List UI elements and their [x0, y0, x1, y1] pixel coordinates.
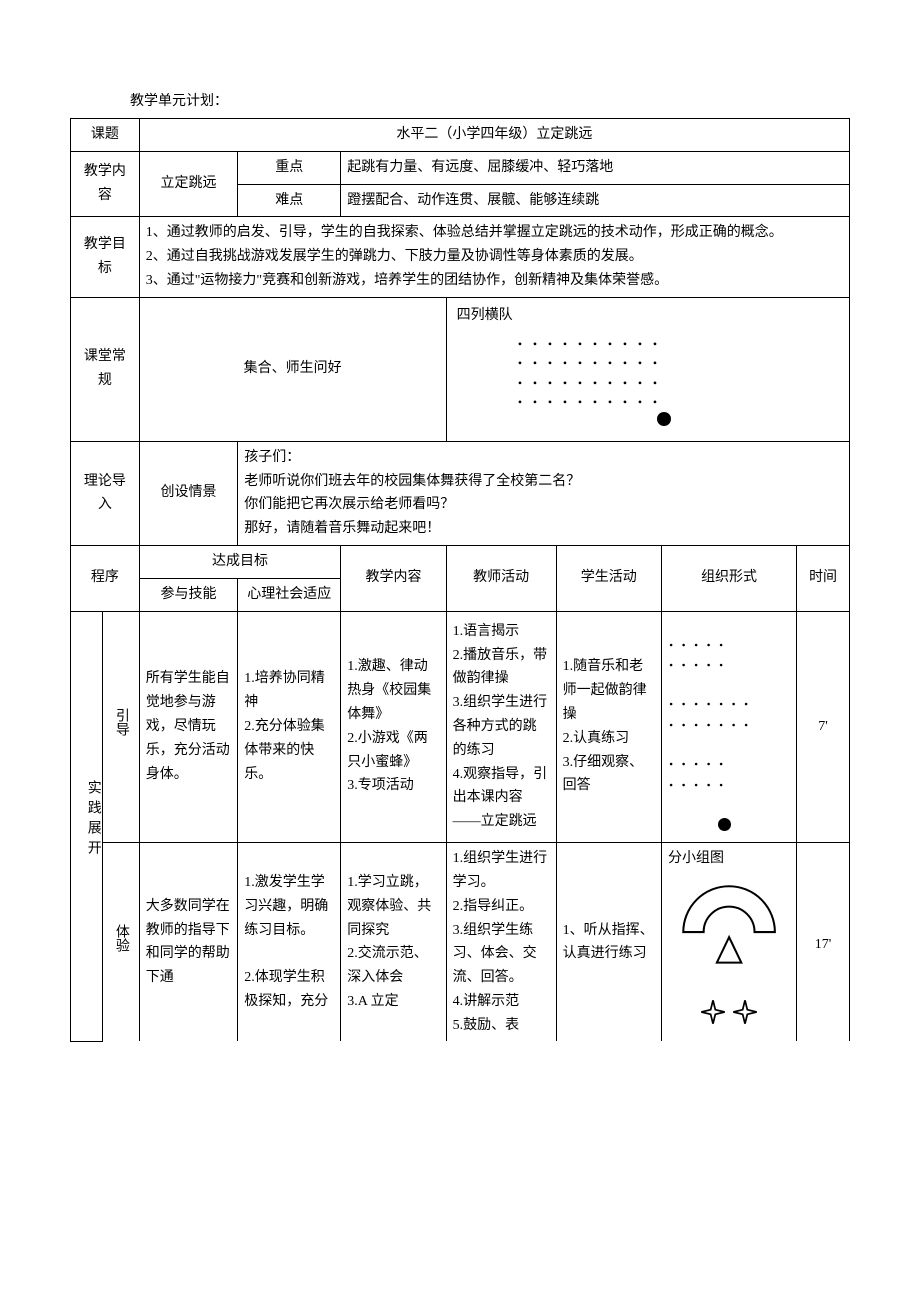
r2-org-title: 分小组图	[668, 847, 790, 871]
goal-3: 3、通过"运物接力"竞赛和创新游戏，培养学生的团结协作，创新精神及集体荣誉感。	[146, 269, 843, 293]
topic-label: 课题	[71, 119, 140, 152]
time-col-label: 时间	[797, 545, 850, 611]
routine-label: 课堂常规	[71, 297, 140, 441]
teacher-col-label: 教师活动	[446, 545, 556, 611]
r1-content: 1.激趣、律动热身《校园集体舞》 2.小游戏《两只小蜜蜂》 3.专项活动	[341, 611, 446, 843]
r1-student: 1.随音乐和老师一起做韵律操 2.认真练习 3.仔细观察、回答	[556, 611, 661, 843]
dot-row: ．．．．．	[668, 632, 790, 653]
r2-org: 分小组图	[661, 843, 796, 1042]
psych-label: 心理社会适应	[238, 578, 341, 611]
theory-scenario: 创设情景	[139, 441, 238, 545]
dot-row: ．．．．．	[668, 772, 790, 793]
r1-skill: 所有学生能自觉地参与游戏，尽情玩乐，充分活动身体。	[139, 611, 238, 843]
r1-teacher: 1.语言揭示 2.播放音乐，带做韵律操 3.组织学生进行各种方式的跳的练习 4.…	[446, 611, 556, 843]
formation-title: 四列横队	[457, 304, 843, 328]
phase-guide: 引导	[103, 611, 140, 843]
dot-row: ．．．．．．．．．．	[517, 351, 843, 371]
content-col-label: 教学内容	[341, 545, 446, 611]
dot-row: ．．．．．	[668, 751, 790, 772]
phase-guide-text: 引导	[109, 708, 133, 736]
teacher-dot-icon	[718, 818, 731, 831]
dot-row: ．．．．．．．	[668, 712, 790, 733]
stars-row	[668, 998, 790, 1035]
theory-label: 理论导入	[71, 441, 140, 545]
star-icon	[731, 998, 759, 1026]
key-value: 起跳有力量、有远度、屈膝缓冲、轻巧落地	[341, 151, 850, 184]
dot-row: ．．．．．	[668, 652, 790, 673]
theory-line2: 老师听说你们班去年的校园集体舞获得了全校第二名？	[244, 470, 843, 494]
r2-skill: 大多数同学在教师的指导下和同学的帮助下通	[139, 843, 238, 1042]
r1-psych: 1.培养协同精神 2.充分体验集体带来的快乐。	[238, 611, 341, 843]
skill-label: 参与技能	[139, 578, 238, 611]
dot-row: ．．．．．．．．．．	[517, 390, 843, 410]
org-col-label: 组织形式	[661, 545, 796, 611]
pre-title: 教学单元计划：	[130, 90, 850, 110]
theory-line3: 你们能把它再次展示给老师看吗？	[244, 493, 843, 517]
practice-side-label: 实践展开	[71, 611, 103, 1041]
theory-line1: 孩子们：	[244, 446, 843, 470]
theory-line4: 那好，请随着音乐舞动起来吧！	[244, 517, 843, 541]
r1-time: 7'	[797, 611, 850, 843]
dot-row: ．．．．．．．	[668, 691, 790, 712]
star-icon	[699, 998, 727, 1026]
r2-student: 1、听从指挥、认真进行练习	[556, 843, 661, 1042]
diff-value: 蹬摆配合、动作连贯、展髋、能够连续跳	[341, 184, 850, 217]
group-diagram-icon	[668, 871, 790, 983]
r2-teacher: 1.组织学生进行学习。 2.指导纠正。 3.组织学生练习、体会、交流、回答。 4…	[446, 843, 556, 1042]
r2-time: 17'	[797, 843, 850, 1042]
content-label: 教学内容	[71, 151, 140, 217]
formation-cell: 四列横队 ．．．．．．．．．． ．．．．．．．．．． ．．．．．．．．．． ．．…	[446, 297, 849, 441]
student-col-label: 学生活动	[556, 545, 661, 611]
goal-label: 教学目标	[71, 217, 140, 297]
key-label: 重点	[238, 151, 341, 184]
achieve-label: 达成目标	[139, 545, 341, 578]
program-label: 程序	[71, 545, 140, 611]
dot-row: ．．．．．．．．．．	[517, 332, 843, 352]
dot-formation: ．．．．．．．．．． ．．．．．．．．．． ．．．．．．．．．． ．．．．．．．…	[517, 332, 843, 435]
theory-text: 孩子们： 老师听说你们班去年的校园集体舞获得了全校第二名？ 你们能把它再次展示给…	[238, 441, 850, 545]
content-value: 立定跳远	[139, 151, 238, 217]
goal-1: 1、通过教师的启发、引导，学生的自我探索、体验总结并掌握立定跳远的技术动作，形成…	[146, 221, 843, 245]
teacher-dot-icon	[657, 412, 671, 426]
goal-2: 2、通过自我挑战游戏发展学生的弹跳力、下肢力量及协调性等身体素质的发展。	[146, 245, 843, 269]
lesson-plan-table: 课题 水平二（小学四年级）立定跳远 教学内容 立定跳远 重点 起跳有力量、有远度…	[70, 118, 850, 1042]
phase-exp-text: 体验	[109, 924, 133, 952]
r2-psych: 1.激发学生学习兴趣，明确练习目标。 2.体现学生积极探知，充分	[238, 843, 341, 1042]
r2-content: 1.学习立跳，观察体验、共同探究 2.交流示范、深入体会 3.A 立定	[341, 843, 446, 1042]
dot-row: ．．．．．．．．．．	[517, 371, 843, 391]
goal-cell: 1、通过教师的启发、引导，学生的自我探索、体验总结并掌握立定跳远的技术动作，形成…	[139, 217, 849, 297]
diff-label: 难点	[238, 184, 341, 217]
phase-exp: 体验	[103, 843, 140, 1042]
practice-side-text: 实践展开	[77, 780, 108, 860]
r1-org: ．．．．． ．．．．． ．．．．．．． ．．．．．．． ．．．．． ．．．．．	[661, 611, 796, 843]
routine-left: 集合、师生问好	[139, 297, 446, 441]
topic-value: 水平二（小学四年级）立定跳远	[139, 119, 849, 152]
